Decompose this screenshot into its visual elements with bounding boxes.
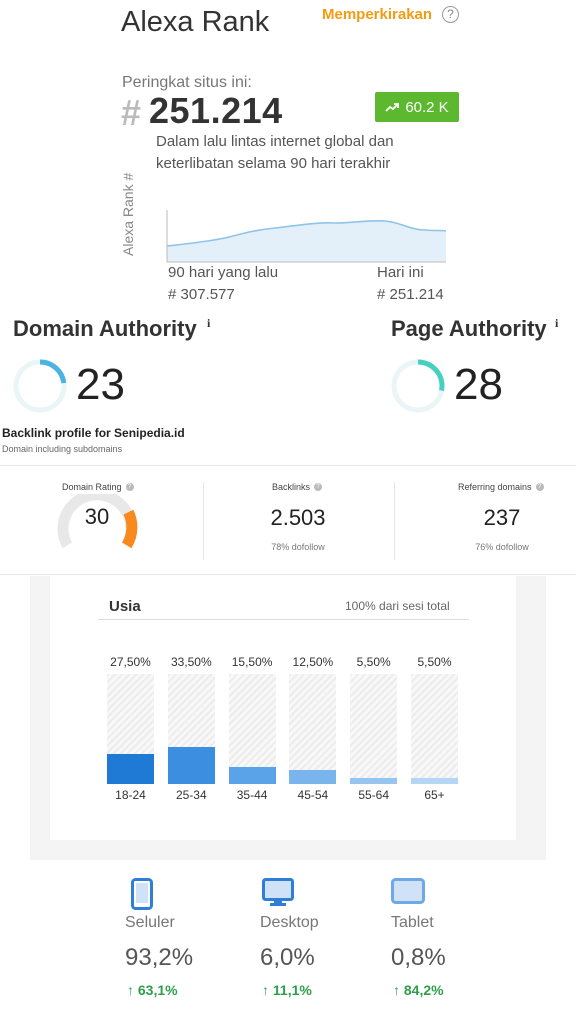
sparkline-area	[167, 220, 446, 262]
sparkline-line	[166, 219, 447, 247]
mobile-icon	[131, 878, 153, 910]
age-pct-label: 12,50%	[292, 655, 334, 669]
referring-domains-label: Referring domains ?	[458, 482, 544, 492]
spark-to-value: # 251.214	[377, 286, 444, 303]
device-pct-mobile: 93,2%	[125, 944, 194, 971]
page-authority-value: 28	[454, 360, 503, 409]
rank-sparkline	[166, 210, 447, 263]
domain-rating-value: 30	[84, 504, 110, 529]
page-authority-title: Page Authority	[391, 316, 547, 341]
estimate-link[interactable]: Memperkirakan	[322, 6, 433, 23]
age-bar-track	[411, 674, 458, 784]
age-pct-label: 27,50%	[110, 655, 151, 669]
age-bar	[289, 770, 337, 784]
divider	[0, 574, 576, 575]
rank-description: Dalam lalu lintas internet global dan ke…	[156, 133, 394, 172]
domain-authority-title: Domain Authority	[13, 316, 197, 341]
age-pct-label: 5,50%	[417, 655, 452, 669]
rank-label: Peringkat situs ini:	[122, 74, 252, 91]
device-name-mobile: Seluler	[125, 914, 175, 931]
device-name-tablet: Tablet	[391, 914, 434, 931]
spark-from-value: # 307.577	[168, 286, 235, 303]
rank-axis-title: Alexa Rank #	[120, 172, 136, 256]
referring-domains-label-text: Referring domains	[458, 482, 532, 492]
column-separator	[394, 482, 395, 560]
domain-rating-gauge	[57, 494, 138, 549]
age-bar	[167, 747, 215, 784]
divider	[0, 465, 576, 466]
age-bar	[411, 777, 458, 784]
domain-authority-value: 23	[76, 360, 125, 409]
help-icon[interactable]: ?	[125, 483, 134, 491]
age-category-label: 35-44	[236, 788, 268, 802]
backlinks-dofollow: 78% dofollow	[271, 542, 325, 552]
age-bar-track	[167, 674, 215, 784]
device-change-tablet: ↑ 84,2%	[393, 982, 444, 998]
age-bar	[350, 777, 398, 784]
age-bar-track	[289, 674, 337, 784]
age-divider	[98, 619, 469, 620]
alexa-rank-title: Alexa Rank	[121, 6, 270, 38]
gauge-fill	[121, 509, 138, 549]
device-name-desktop: Desktop	[260, 914, 319, 931]
rank-hash: #	[121, 92, 142, 133]
device-pct-tablet: 0,8%	[391, 944, 446, 971]
device-change-desktop: ↑ 11,1%	[262, 982, 312, 998]
domain-rating-label: Domain Rating ?	[62, 482, 134, 492]
referring-domains-value: 237	[483, 505, 521, 530]
age-bar-track	[350, 674, 398, 784]
spark-from-label: 90 hari yang lalu	[168, 264, 279, 281]
device-change-mobile: ↑ 63,1%	[127, 982, 178, 998]
backlinks-label: Backlinks ?	[272, 482, 323, 492]
rank-value: 251.214	[149, 90, 283, 131]
page-authority-ring	[391, 359, 445, 413]
age-category-label: 55-64	[358, 788, 390, 802]
age-pct-label: 33,50%	[170, 655, 212, 669]
info-icon[interactable]: i	[207, 316, 211, 330]
help-icon[interactable]: ?	[442, 6, 459, 23]
help-icon[interactable]: ?	[314, 483, 323, 491]
age-bar-track	[107, 674, 154, 784]
age-category-label: 18-24	[115, 788, 146, 802]
trending-up-icon	[385, 103, 400, 112]
help-icon[interactable]: ?	[535, 483, 544, 491]
trend-value: 60.2 K	[405, 98, 449, 116]
backlink-profile-title: Backlink profile for Senipedia.id	[2, 426, 185, 440]
spark-to-label: Hari ini	[377, 264, 424, 281]
backlink-profile-subtitle: Domain including subdomains	[2, 444, 123, 454]
age-category-label: 25-34	[175, 788, 207, 802]
age-bar	[107, 753, 154, 784]
age-pct-label: 5,50%	[356, 655, 391, 669]
age-category-label: 65+	[424, 788, 445, 802]
domain-rating-label-text: Domain Rating	[62, 482, 122, 492]
domain-authority-ring	[13, 359, 67, 413]
desktop-icon	[262, 878, 294, 906]
tablet-icon	[391, 878, 425, 904]
info-icon[interactable]: i	[555, 316, 559, 330]
age-title: Usia	[109, 598, 141, 615]
age-pct-label: 15,50%	[231, 655, 273, 669]
age-bar	[228, 766, 276, 784]
trend-badge: 60.2 K	[375, 92, 459, 122]
age-category-label: 45-54	[297, 788, 329, 802]
backlinks-label-text: Backlinks	[272, 482, 311, 492]
domain-authority-arc	[13, 359, 67, 413]
device-pct-desktop: 6,0%	[260, 944, 315, 971]
page-authority-arc	[391, 359, 445, 413]
backlinks-value: 2.503	[270, 505, 326, 530]
age-bar-track	[228, 674, 276, 784]
age-total-label: 100% dari sesi total	[345, 599, 450, 613]
referring-domains-dofollow: 76% dofollow	[475, 542, 529, 552]
column-separator	[203, 482, 204, 560]
